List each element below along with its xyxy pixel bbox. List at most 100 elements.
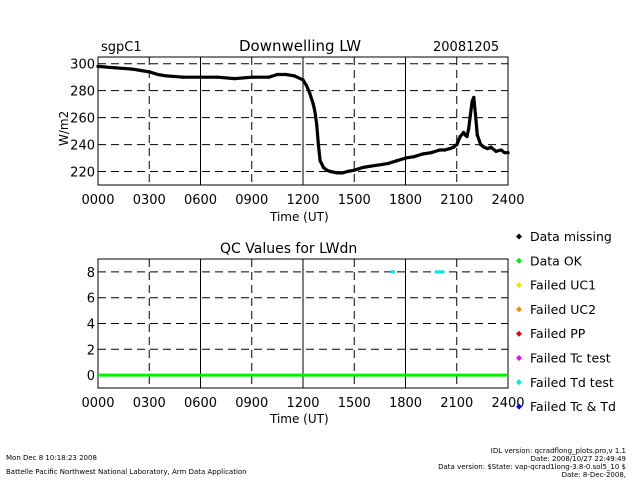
lw-data-point (304, 83, 309, 87)
qc-td-flag-point (441, 270, 445, 274)
qc-x-tick-label: 1500 (338, 396, 371, 411)
lw-data-point (301, 78, 305, 82)
top-y-tick-label: 300 (70, 58, 95, 73)
lw-data-point (147, 70, 151, 74)
qc-chart-title: QC Values for LWdn (220, 241, 357, 257)
lw-data-point (403, 156, 408, 160)
qc-series (98, 270, 508, 377)
legend-label: Failed PP (530, 326, 586, 341)
legend-label: Failed UC2 (530, 302, 596, 317)
footer-idl-date: Date: 2008/10/27 22:49:49 (531, 455, 626, 463)
lw-data-point (316, 142, 320, 147)
footer-data-date: Date: 8-Dec-2008, (562, 471, 626, 479)
lw-data-point (429, 151, 433, 155)
lw-data-point (412, 155, 416, 159)
lw-data-point (292, 74, 297, 78)
legend-label: Failed UC1 (530, 278, 596, 293)
lw-data-point (465, 134, 469, 139)
lw-data-point (451, 145, 455, 149)
qc-x-tick-label: 0900 (235, 396, 268, 411)
top-x-tick-label: 0000 (81, 193, 114, 208)
lw-data-point (321, 165, 326, 170)
qc-y-ticks: 0 2 4 6 8 (87, 266, 95, 384)
qc-x-tick-label: 1800 (389, 396, 422, 411)
top-chart-title: Downwelling LW (239, 37, 361, 55)
top-x-tick-label: 0600 (184, 193, 217, 208)
lw-data-point (198, 75, 203, 79)
qc-td-flag-point (434, 270, 438, 274)
legend-marker (516, 306, 522, 313)
lw-data-point (467, 126, 471, 131)
qc-td-flag-point (436, 270, 440, 274)
lw-data-point (473, 113, 478, 117)
legend-marker (516, 403, 522, 410)
qc-values-chart: 0 2 4 6 8 0000 0300 0600 0900 1200 1500 1800 2100 24… (81, 258, 525, 426)
top-x-tick-label: 1800 (389, 193, 422, 208)
footer-timestamp: Mon Dec 8 10:18:23 2008 (6, 454, 97, 462)
legend-marker (516, 257, 522, 264)
legend-label: Failed Tc test (530, 351, 611, 366)
lw-data-point (369, 164, 373, 168)
lw-data-point (352, 168, 356, 172)
lw-data-point (311, 102, 315, 106)
lw-data-point (335, 171, 339, 175)
qc-y-tick-label: 6 (87, 292, 95, 307)
qc-x-tick-label: 0300 (133, 396, 166, 411)
top-gridlines (98, 57, 508, 185)
qc-legend: Data missing Data OK Failed UC1 Failed UC2 F… (516, 229, 616, 414)
lw-data-point (494, 149, 498, 153)
qc-x-tick-label: 2400 (491, 396, 524, 411)
legend-label: Data OK (530, 253, 583, 268)
lw-data-point (485, 147, 490, 151)
legend-marker (516, 330, 522, 337)
lw-data-point (313, 110, 317, 114)
lw-data-point (113, 66, 117, 70)
top-x-tick-label: 2400 (491, 193, 524, 208)
lw-data-point (482, 145, 486, 149)
lw-data-point (475, 133, 479, 137)
legend-label: Data missing (530, 229, 612, 244)
qc-y-tick-label: 8 (87, 266, 95, 281)
lw-data-point (181, 75, 186, 79)
top-x-tick-label: 1200 (286, 193, 319, 208)
top-x-axis-label: Time (UT) (269, 210, 329, 224)
lw-data-point (479, 142, 483, 147)
lw-data-point (458, 134, 462, 139)
qc-x-axis-label: Time (UT) (269, 412, 329, 426)
qc-y-tick-label: 2 (87, 343, 95, 358)
lw-data-point (139, 68, 143, 73)
qc-x-tick-label: 1200 (286, 396, 319, 411)
lw-data-point (420, 152, 425, 156)
top-x-tick-label: 0900 (235, 193, 268, 208)
lw-data-point (395, 159, 399, 163)
legend-marker (516, 233, 522, 240)
qc-y-tick-label: 0 (87, 369, 95, 384)
lw-data-point (489, 145, 493, 149)
top-y-ticks: 220 240 260 280 300 (70, 58, 95, 181)
lw-data-point (164, 74, 168, 78)
qc-x-tick-label: 2100 (440, 396, 473, 411)
qc-gridlines (98, 259, 508, 388)
lw-data-point (308, 91, 312, 95)
legend-marker (516, 379, 522, 386)
lw-series-line (96, 64, 510, 175)
lw-data-point (215, 75, 220, 79)
lw-data-point (340, 171, 344, 175)
lw-data-point (275, 72, 279, 77)
legend-label: Failed Td test (530, 375, 614, 390)
lw-data-point (233, 76, 237, 81)
legend-marker (516, 282, 522, 289)
lw-data-point (361, 165, 365, 170)
downwelling-lw-chart: 220 240 260 280 300 0000 0300 0600 0900 1200 1500… (57, 56, 525, 224)
qc-td-flag-point (438, 270, 442, 274)
qc-plot-frame (97, 258, 509, 389)
qc-y-tick-label: 4 (87, 318, 95, 333)
top-y-tick-label: 280 (70, 85, 95, 100)
footer-data-version: Data version: $State: vap-qcrad1long-3.8… (438, 463, 626, 471)
lw-data-point (315, 122, 319, 126)
qc-td-flag-point (439, 270, 443, 274)
footer-idl-version: IDL version: qcradflong_plots.pro,v 1.1 (491, 447, 626, 455)
top-y-axis-label: W/m2 (57, 111, 71, 146)
lw-data-point (506, 151, 510, 155)
